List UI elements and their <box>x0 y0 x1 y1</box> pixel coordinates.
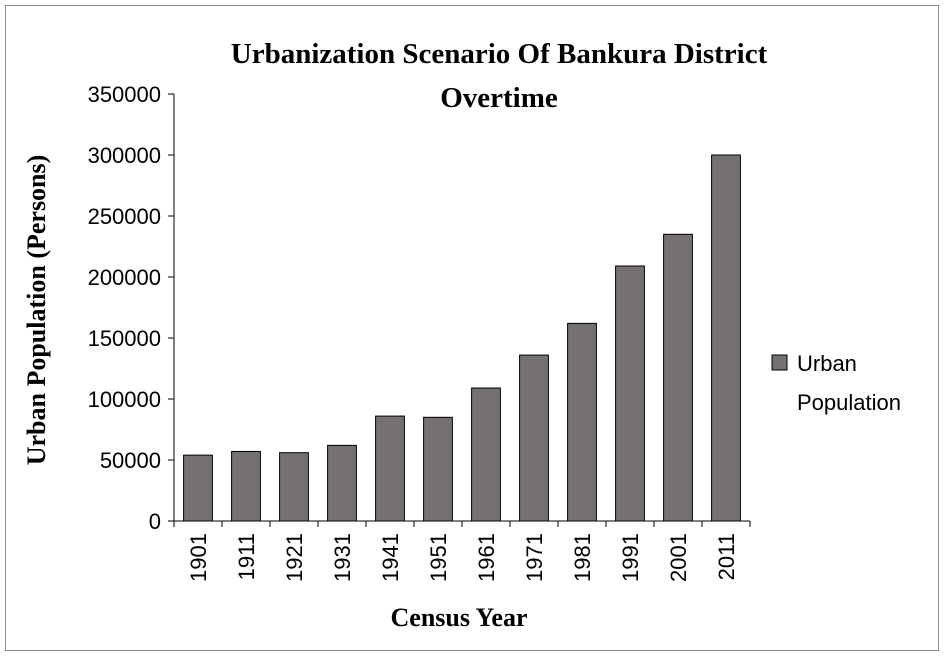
x-tick-label: 2001 <box>666 533 691 582</box>
bar-2011 <box>711 154 741 522</box>
bar-1951 <box>423 416 453 522</box>
legend-swatch <box>771 354 788 371</box>
y-axis-ticks: 0 50000 100000 150000 200000 250000 300000 3500… <box>88 82 174 534</box>
bar-1931 <box>327 444 357 522</box>
bar-1911 <box>231 450 261 522</box>
y-axis-title: Urban Population (Persons) <box>22 155 51 466</box>
x-axis-ticks: 1901 1911 1921 1931 1941 1951 1961 1971 1981 1991… <box>173 521 751 582</box>
y-tick-label: 50000 <box>100 448 161 473</box>
chart-frame <box>5 5 939 651</box>
chart-title-line-2: Overtime <box>440 82 558 114</box>
bars <box>183 154 741 522</box>
x-tick-label: 1941 <box>378 533 403 582</box>
chart-title-line-1: Urbanization Scenario Of Bankura Distric… <box>231 38 768 70</box>
x-tick-label: 1911 <box>234 533 259 580</box>
bar-1921 <box>279 452 309 522</box>
bar-1981 <box>567 322 597 522</box>
x-tick-label: 1971 <box>522 533 547 582</box>
x-tick-label: 1961 <box>474 533 499 582</box>
legend-label-line-1: Urban <box>797 351 857 376</box>
bar-1991 <box>615 265 645 522</box>
bar-1961 <box>471 387 501 522</box>
x-tick-label: 1931 <box>330 533 355 582</box>
x-tick-label: 2011 <box>714 533 739 580</box>
y-tick-label: 350000 <box>88 82 161 107</box>
bar-2001 <box>663 233 693 522</box>
legend-label-line-2: Population <box>797 390 901 415</box>
x-tick-label: 1991 <box>618 533 643 582</box>
x-tick-label: 1981 <box>570 533 595 582</box>
x-tick-label: 1921 <box>282 533 307 582</box>
y-tick-label: 150000 <box>88 326 161 351</box>
x-axis-title: Census Year <box>391 603 528 632</box>
y-tick-label: 300000 <box>88 143 161 168</box>
y-tick-label: 100000 <box>88 387 161 412</box>
x-tick-label: 1901 <box>186 533 211 582</box>
y-tick-label: 250000 <box>88 204 161 229</box>
y-tick-label: 200000 <box>88 265 161 290</box>
bar-1941 <box>375 415 405 522</box>
bar-1971 <box>519 354 549 522</box>
x-tick-label: 1951 <box>426 533 451 582</box>
bar-1901 <box>183 454 213 522</box>
y-tick-label: 0 <box>149 509 161 534</box>
